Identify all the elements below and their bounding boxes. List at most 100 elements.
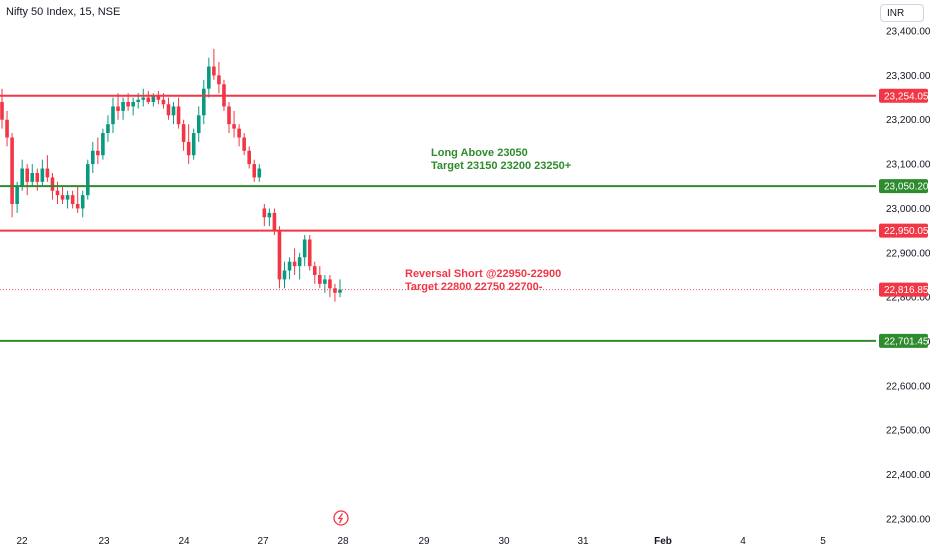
y-tick-label: 22,900.00 (886, 248, 931, 259)
price-axis: 23,400.00 23,300.00 23,200.00 23,100.00 23,0… (876, 0, 932, 550)
x-tick-label: 22 (16, 536, 28, 547)
candle-body (207, 66, 211, 89)
y-tick-label: 22,300.00 (886, 514, 931, 525)
last-price-tag-bg (879, 282, 928, 297)
candle-body (30, 172, 35, 182)
long-annotation: Long Above 23050 Target 23150 23200 2325… (431, 147, 571, 173)
annotation-line: Target 23150 23200 23250+ (431, 160, 572, 172)
level-price-tag-bg (879, 88, 928, 103)
candle-body (101, 133, 105, 156)
candle-body (302, 239, 307, 258)
candle-body (186, 141, 191, 156)
x-tick-label: 24 (178, 536, 190, 547)
candle-body (106, 124, 110, 134)
candle-body (181, 124, 186, 142)
candle-body (242, 137, 246, 151)
x-tick-label: 4 (740, 536, 746, 547)
candle-body (196, 115, 201, 134)
candle-body (312, 266, 317, 275)
candle-body (45, 168, 50, 178)
candle-body (136, 99, 141, 103)
candle-body (156, 95, 161, 100)
annotation-line: Long Above 23050 (431, 147, 528, 159)
y-tick-label: 22,400.00 (886, 470, 931, 481)
candle-body (166, 104, 171, 116)
candle-body (35, 172, 40, 182)
candle-body (201, 88, 206, 116)
level-price-tag: 22,701.45 (884, 336, 929, 347)
symbol-title: Nifty 50 Index, 15, NSE (6, 6, 121, 18)
annotation-line: Reversal Short @22950-22900 (405, 268, 562, 280)
candle-body (176, 106, 181, 125)
candle-body (60, 195, 65, 200)
candle-body (151, 95, 156, 103)
candle-body (217, 75, 221, 85)
candle-body (292, 261, 297, 267)
x-tick-label: 31 (577, 536, 589, 547)
candle-body (15, 186, 19, 205)
y-tick-label: 23,300.00 (886, 71, 931, 82)
candle-body (171, 106, 176, 116)
levels-layer (0, 94, 876, 342)
y-tick-label: 23,000.00 (886, 204, 931, 215)
candle-body (252, 164, 257, 178)
candle-body (75, 204, 80, 209)
time-axis-bg (0, 530, 932, 550)
price-axis-bg (876, 0, 932, 550)
candle-body (20, 168, 24, 187)
y-tick-label: 22,500.00 (886, 426, 931, 437)
candle-body (116, 106, 120, 111)
candle-body (237, 128, 241, 138)
candle-body (338, 289, 342, 293)
candle-body (85, 164, 90, 196)
candles-layer (0, 48, 342, 302)
x-tick-label: 28 (337, 536, 349, 547)
candle-body (91, 150, 95, 165)
candle-body (287, 261, 292, 271)
candle-body (323, 279, 327, 284)
x-tick-label: Feb (654, 536, 672, 547)
level-price-tag: 23,254.05 (884, 91, 929, 102)
short-annotation: Reversal Short @22950-22900 Target 22800… (405, 268, 561, 294)
y-tick-label: 23,100.00 (886, 160, 931, 171)
candle-body (131, 102, 135, 107)
y-tick-label: 22,600.00 (886, 381, 931, 392)
level-price-tag-bg (879, 223, 928, 238)
candle-body (141, 97, 146, 100)
candle-body (10, 137, 14, 205)
annotation-line: Target 22800 22750 22700- (405, 281, 543, 293)
level-price-tag: 22,950.05 (884, 226, 929, 237)
tv-logo-icon[interactable] (333, 510, 349, 526)
candle-body (227, 106, 231, 125)
candle-body (50, 177, 55, 191)
candle-body (318, 274, 322, 284)
candle-body (146, 97, 151, 103)
candle-body (277, 230, 282, 280)
candle-body (232, 124, 236, 129)
candle-body (80, 195, 85, 209)
level-price-tag: 23,050.20 (884, 182, 929, 193)
candle-body (111, 106, 115, 125)
last-price-tag: 22,816.85 (884, 285, 929, 296)
candle-body (333, 288, 337, 293)
candle-body (5, 119, 9, 138)
x-tick-label: 29 (418, 536, 430, 547)
candle-body (247, 150, 251, 165)
x-tick-label: 27 (257, 536, 269, 547)
y-tick-label: 23,200.00 (886, 115, 931, 126)
candle-body (65, 195, 70, 200)
currency-selector[interactable]: INR (880, 4, 924, 22)
candle-body (267, 212, 272, 218)
candle-body (282, 270, 287, 280)
level-price-tag-bg (879, 333, 928, 348)
level-price-tag-bg (879, 179, 928, 194)
candle-body (307, 239, 312, 267)
candle-body (191, 133, 196, 156)
candle-body (262, 208, 267, 218)
candle-body (328, 279, 332, 289)
x-tick-label: 5 (820, 536, 826, 547)
candle-body (121, 102, 125, 111)
x-tick-label: 30 (498, 536, 510, 547)
